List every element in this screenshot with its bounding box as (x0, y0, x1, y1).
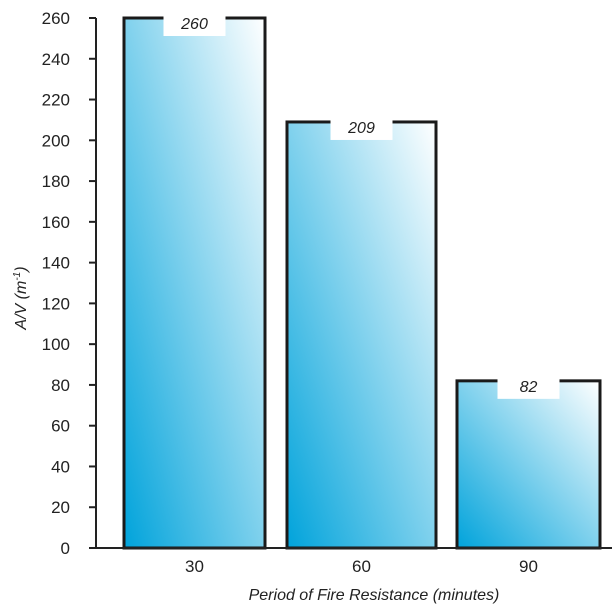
x-tick-label: 30 (185, 557, 204, 576)
bar-60 (285, 120, 438, 550)
y-tick-label: 220 (42, 91, 70, 110)
y-axis-ticks: 0 20 40 60 80 100 120 140 160 180 200 220 240 260 (42, 9, 96, 558)
bar-30 (122, 16, 267, 550)
bar-90 (455, 379, 602, 550)
y-tick-label: 240 (42, 50, 70, 69)
y-tick-label: 160 (42, 213, 70, 232)
y-tick-label: 140 (42, 254, 70, 273)
data-label-box (163, 14, 226, 36)
y-tick-label: 100 (42, 335, 70, 354)
data-label-box (497, 376, 560, 399)
x-tick-label: 90 (519, 557, 538, 576)
x-axis-ticks: 30 60 90 (185, 557, 538, 576)
x-axis-title: Period of Fire Resistance (minutes) (249, 587, 500, 604)
y-tick-label: 60 (51, 417, 70, 436)
data-label-60: 209 (347, 120, 375, 137)
y-tick-label: 20 (51, 498, 70, 517)
y-tick-label: 40 (51, 457, 70, 476)
y-tick-label: 0 (61, 539, 70, 558)
y-tick-label: 120 (42, 294, 70, 313)
y-tick-label: 80 (51, 376, 70, 395)
y-tick-label: 260 (42, 9, 70, 28)
y-tick-label: 180 (42, 172, 70, 191)
data-label-30: 260 (180, 16, 208, 33)
data-label-box (330, 117, 393, 140)
x-tick-label: 60 (352, 557, 371, 576)
bars: 260 209 82 (122, 14, 602, 550)
y-axis-title: A/V (m-1) (12, 266, 30, 330)
data-label-90: 82 (520, 379, 538, 396)
y-tick-label: 200 (42, 131, 70, 150)
